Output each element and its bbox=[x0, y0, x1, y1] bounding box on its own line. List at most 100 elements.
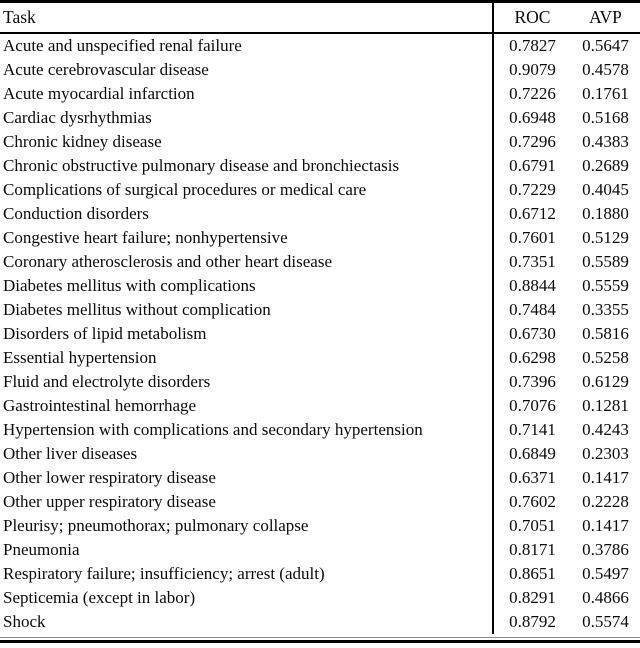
task-cell: Other liver diseases bbox=[3, 444, 138, 463]
table-row: Disorders of lipid metabolism 0.6730 0.5… bbox=[0, 322, 640, 346]
avp-cell: 0.5574 bbox=[582, 612, 629, 631]
roc-cell: 0.7396 bbox=[492, 370, 571, 394]
avp-cell: 0.4578 bbox=[582, 60, 629, 79]
table-row: Pleurisy; pneumothorax; pulmonary collap… bbox=[0, 514, 640, 538]
roc-cell: 0.6712 bbox=[492, 202, 571, 226]
avp-cell: 0.4866 bbox=[582, 588, 629, 607]
table-row: Complications of surgical procedures or … bbox=[0, 178, 640, 202]
task-column-header: Task bbox=[0, 3, 493, 34]
roc-cell: 0.6371 bbox=[492, 466, 571, 490]
task-cell: Acute myocardial infarction bbox=[3, 84, 195, 103]
avp-cell: 0.1417 bbox=[582, 468, 629, 487]
avp-cell: 0.1281 bbox=[582, 396, 629, 415]
task-cell: Pleurisy; pneumothorax; pulmonary collap… bbox=[3, 516, 309, 535]
task-cell: Acute and unspecified renal failure bbox=[3, 36, 242, 55]
avp-cell: 0.6129 bbox=[582, 372, 629, 391]
task-cell: Septicemia (except in labor) bbox=[3, 588, 196, 607]
roc-cell: 0.6948 bbox=[492, 106, 571, 130]
avp-cell: 0.2303 bbox=[582, 444, 629, 463]
task-cell: Gastrointestinal hemorrhage bbox=[3, 396, 197, 415]
avp-cell: 0.5168 bbox=[582, 108, 629, 127]
roc-cell: 0.7141 bbox=[492, 418, 571, 442]
roc-cell: 0.6791 bbox=[492, 154, 571, 178]
avp-cell: 0.5647 bbox=[582, 36, 629, 55]
table-row: Essential hypertension 0.6298 0.5258 bbox=[0, 346, 640, 370]
task-cell: Diabetes mellitus without complication bbox=[3, 300, 271, 319]
table-row: Acute and unspecified renal failure 0.78… bbox=[0, 33, 640, 58]
avp-cell: 0.2689 bbox=[582, 156, 629, 175]
roc-cell: 0.7296 bbox=[492, 130, 571, 154]
table-row: Gastrointestinal hemorrhage 0.7076 0.128… bbox=[0, 394, 640, 418]
table-row: Coronary atherosclerosis and other heart… bbox=[0, 250, 640, 274]
table-row: Septicemia (except in labor) 0.8291 0.48… bbox=[0, 586, 640, 610]
table-row: Shock 0.8792 0.5574 bbox=[0, 610, 640, 634]
roc-cell: 0.8844 bbox=[492, 274, 571, 298]
roc-cell: 0.8651 bbox=[492, 562, 571, 586]
table-row: Congestive heart failure; nonhypertensiv… bbox=[0, 226, 640, 250]
roc-cell: 0.9079 bbox=[492, 58, 571, 82]
task-cell: Coronary atherosclerosis and other heart… bbox=[3, 252, 333, 271]
roc-cell: 0.6730 bbox=[492, 322, 571, 346]
avp-cell: 0.2228 bbox=[582, 492, 629, 511]
roc-cell: 0.7229 bbox=[492, 178, 571, 202]
table-row: Fluid and electrolyte disorders 0.7396 0… bbox=[0, 370, 640, 394]
table-row: Diabetes mellitus without complication 0… bbox=[0, 298, 640, 322]
avp-cell: 0.4243 bbox=[582, 420, 629, 439]
task-cell: Cardiac dysrhythmias bbox=[3, 108, 152, 127]
roc-cell: 0.7076 bbox=[492, 394, 571, 418]
roc-cell: 0.7226 bbox=[492, 82, 571, 106]
table-row: Other lower respiratory disease 0.6371 0… bbox=[0, 466, 640, 490]
task-cell: Pneumonia bbox=[3, 540, 80, 559]
table-row: Hypertension with complications and seco… bbox=[0, 418, 640, 442]
table-row: Acute myocardial infarction 0.7226 0.176… bbox=[0, 82, 640, 106]
roc-column-header: ROC bbox=[492, 3, 571, 34]
table-row: Other upper respiratory disease 0.7602 0… bbox=[0, 490, 640, 514]
table-row: Cardiac dysrhythmias 0.6948 0.5168 bbox=[0, 106, 640, 130]
avp-column-header: AVP bbox=[571, 3, 640, 34]
task-cell: Other upper respiratory disease bbox=[3, 492, 216, 511]
task-cell: Chronic obstructive pulmonary disease an… bbox=[3, 156, 400, 175]
avp-cell: 0.5497 bbox=[582, 564, 629, 583]
table-row: Other liver diseases 0.6849 0.2303 bbox=[0, 442, 640, 466]
roc-cell: 0.8792 bbox=[492, 610, 571, 634]
table-row: Acute cerebrovascular disease 0.9079 0.4… bbox=[0, 58, 640, 82]
avp-cell: 0.5816 bbox=[582, 324, 629, 343]
bottom-rule-thick bbox=[0, 640, 640, 643]
table-row: Respiratory failure; insufficiency; arre… bbox=[0, 562, 640, 586]
roc-cell: 0.6298 bbox=[492, 346, 571, 370]
roc-cell: 0.7051 bbox=[492, 514, 571, 538]
table-row: Conduction disorders 0.6712 0.1880 bbox=[0, 202, 640, 226]
task-cell: Acute cerebrovascular disease bbox=[3, 60, 209, 79]
task-cell: Complications of surgical procedures or … bbox=[3, 180, 367, 199]
table-row: Chronic kidney disease 0.7296 0.4383 bbox=[0, 130, 640, 154]
roc-cell: 0.6849 bbox=[492, 442, 571, 466]
table-row: Diabetes mellitus with complications 0.8… bbox=[0, 274, 640, 298]
header-row: Task ROC AVP bbox=[0, 3, 640, 34]
task-cell: Chronic kidney disease bbox=[3, 132, 162, 151]
avp-cell: 0.3355 bbox=[582, 300, 629, 319]
task-cell: Fluid and electrolyte disorders bbox=[3, 372, 211, 391]
task-cell: Other lower respiratory disease bbox=[3, 468, 216, 487]
avp-cell: 0.5129 bbox=[582, 228, 629, 247]
task-cell: Conduction disorders bbox=[3, 204, 149, 223]
table-row: Chronic obstructive pulmonary disease an… bbox=[0, 154, 640, 178]
avp-cell: 0.1880 bbox=[582, 204, 629, 223]
roc-cell: 0.7827 bbox=[492, 33, 571, 58]
avp-cell: 0.4383 bbox=[582, 132, 629, 151]
task-metrics-table: Task ROC AVP Acute and unspecified renal… bbox=[0, 3, 640, 634]
task-cell: Disorders of lipid metabolism bbox=[3, 324, 207, 343]
roc-cell: 0.7484 bbox=[492, 298, 571, 322]
roc-cell: 0.7351 bbox=[492, 250, 571, 274]
avp-cell: 0.4045 bbox=[582, 180, 629, 199]
roc-cell: 0.7601 bbox=[492, 226, 571, 250]
avp-cell: 0.5589 bbox=[582, 252, 629, 271]
task-cell: Diabetes mellitus with complications bbox=[3, 276, 256, 295]
task-cell: Essential hypertension bbox=[3, 348, 157, 367]
avp-cell: 0.1761 bbox=[582, 84, 629, 103]
avp-cell: 0.1417 bbox=[582, 516, 629, 535]
task-cell: Shock bbox=[3, 612, 46, 631]
top-rule bbox=[0, 0, 640, 3]
roc-cell: 0.8291 bbox=[492, 586, 571, 610]
table-body: Acute and unspecified renal failure 0.78… bbox=[0, 33, 640, 634]
avp-cell: 0.3786 bbox=[582, 540, 629, 559]
